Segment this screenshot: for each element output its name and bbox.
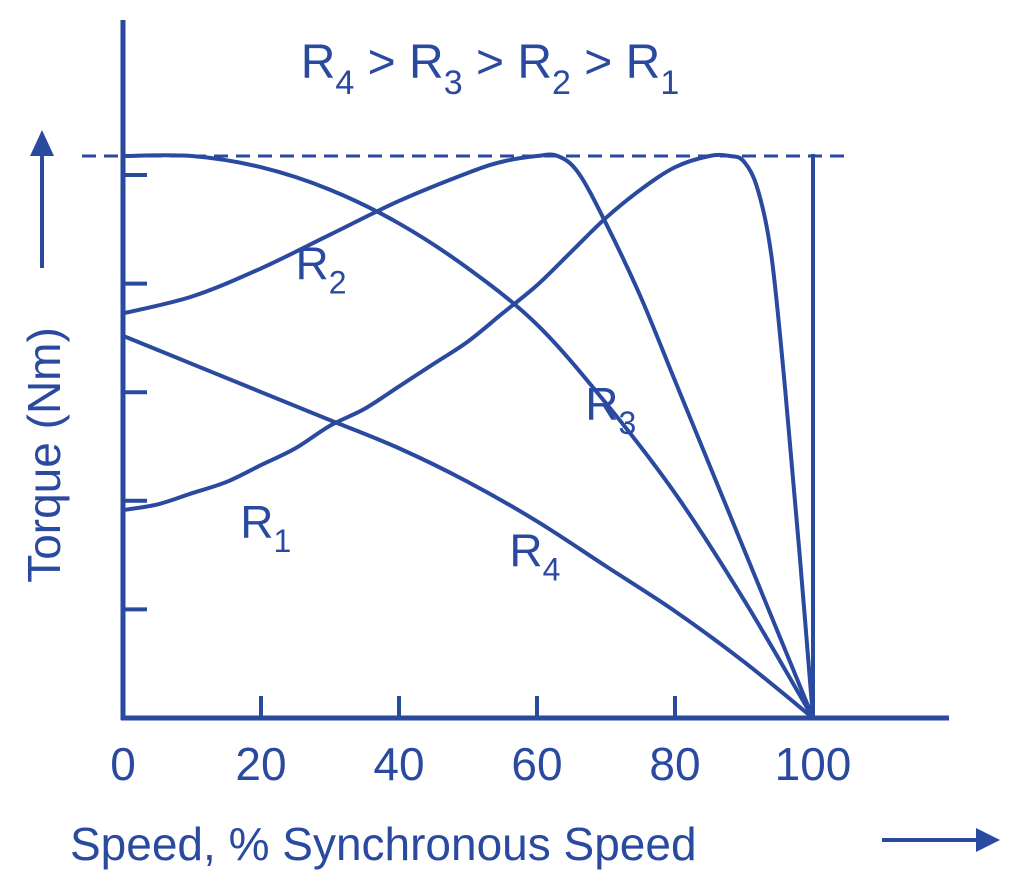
y-tick-marks — [123, 173, 147, 612]
x-tick-label-20: 20 — [235, 738, 286, 790]
curve-r3 — [122, 153, 815, 720]
curve-label-r2: R2 — [296, 238, 347, 301]
curve-label-r3: R3 — [585, 378, 636, 441]
x-tick-label-60: 60 — [511, 738, 562, 790]
x-tick-marks — [259, 696, 677, 718]
curve-r1 — [122, 152, 815, 719]
y-axis-label: Torque (Nm) — [18, 327, 70, 583]
torque-curves — [122, 152, 815, 720]
x-tick-label-40: 40 — [373, 738, 424, 790]
x-tick-label-100: 100 — [775, 738, 852, 790]
curve-labels: R1 R2 R3 R4 — [240, 238, 636, 588]
curve-r4 — [122, 333, 815, 720]
curve-label-r1: R1 — [240, 496, 291, 559]
x-tick-label-80: 80 — [649, 738, 700, 790]
x-axis-label: Speed, % Synchronous Speed — [70, 818, 697, 870]
chart-title: R4 > R3 > R2 > R1 — [301, 36, 679, 102]
x-tick-label-0: 0 — [110, 738, 136, 790]
x-axis-arrow — [882, 828, 1000, 852]
curve-label-r4: R4 — [509, 524, 560, 587]
x-tick-labels: 0 20 40 60 80 100 — [110, 738, 851, 790]
curve-r2 — [122, 152, 815, 719]
y-axis-arrow — [30, 130, 54, 268]
